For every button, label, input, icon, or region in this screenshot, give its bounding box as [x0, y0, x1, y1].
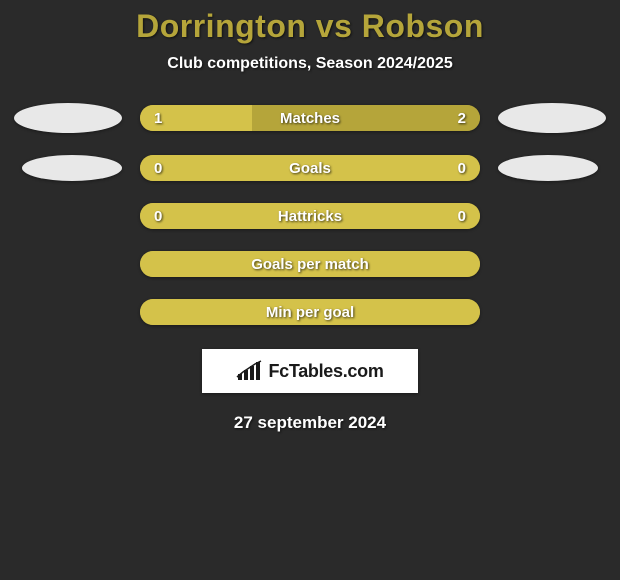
logo-text: FcTables.com — [268, 361, 383, 382]
page-title: Dorrington vs Robson — [0, 8, 620, 45]
bar-chart-icon — [236, 360, 262, 382]
stat-row: Min per goal — [0, 299, 620, 325]
stat-value-left: 0 — [154, 203, 162, 229]
stat-bar: Hattricks0 0 — [140, 203, 480, 229]
vs-text: vs — [306, 8, 361, 44]
stat-label: Matches — [140, 105, 480, 131]
stat-bar: Goals0 0 — [140, 155, 480, 181]
stat-bar: Goals per match — [140, 251, 480, 277]
stat-value-right: 0 — [458, 155, 466, 181]
stat-label: Goals — [140, 155, 480, 181]
stat-row: Matches1 2 — [0, 103, 620, 133]
player1-name: Dorrington — [136, 8, 306, 44]
stat-bar: Min per goal — [140, 299, 480, 325]
stat-label: Min per goal — [140, 299, 480, 325]
stat-label: Goals per match — [140, 251, 480, 277]
stat-label: Hattricks — [140, 203, 480, 229]
player1-badge — [14, 103, 122, 133]
player2-name: Robson — [362, 8, 484, 44]
stat-row: Hattricks0 0 — [0, 203, 620, 229]
player2-badge — [498, 155, 598, 181]
stat-value-right: 2 — [458, 105, 466, 131]
comparison-chart: Matches12Goals00Hattricks00Goals per mat… — [0, 103, 620, 325]
date-label: 27 september 2024 — [0, 413, 620, 433]
stat-row: Goals0 0 — [0, 155, 620, 181]
player1-badge — [22, 155, 122, 181]
stat-value-left: 0 — [154, 155, 162, 181]
fctables-logo[interactable]: FcTables.com — [202, 349, 418, 393]
subtitle: Club competitions, Season 2024/2025 — [0, 55, 620, 73]
comparison-card: Dorrington vs Robson Club competitions, … — [0, 0, 620, 433]
player2-badge — [498, 103, 606, 133]
stat-value-right: 0 — [458, 203, 466, 229]
stat-value-left: 1 — [154, 105, 162, 131]
stat-row: Goals per match — [0, 251, 620, 277]
stat-bar: Matches1 2 — [140, 105, 480, 131]
